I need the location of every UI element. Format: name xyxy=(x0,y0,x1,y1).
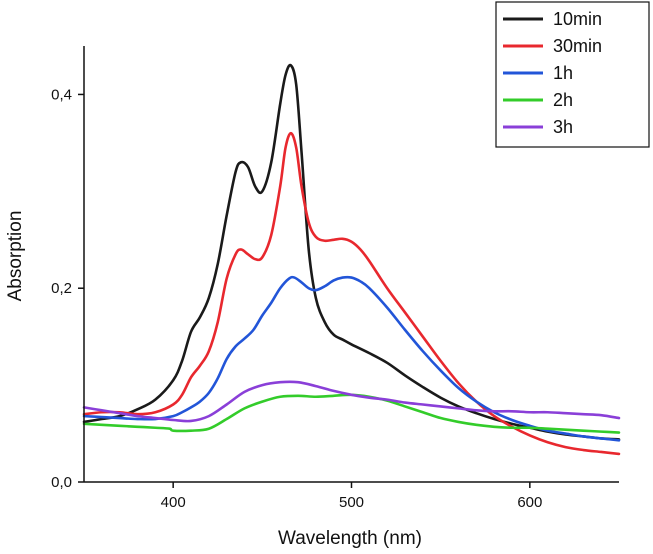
y-tick-label: 0,2 xyxy=(51,280,72,297)
legend: 10min 30min 1h 2h 3h xyxy=(495,1,650,148)
series-line-3h xyxy=(82,380,621,423)
x-tick-label: 600 xyxy=(517,494,542,511)
y-tick-label: 0,4 xyxy=(51,86,72,103)
legend-label-30min: 30min xyxy=(553,36,602,56)
y-tick-label: 0,0 xyxy=(51,474,72,491)
x-tick-label: 400 xyxy=(161,494,186,511)
y-axis-title: Absorption xyxy=(5,211,26,302)
ticks-layer: 400 500 600 0,0 0,2 0,4 xyxy=(51,86,542,511)
x-axis-title: Wavelength (nm) xyxy=(278,528,422,549)
series-line-10min xyxy=(82,63,621,441)
series-layer xyxy=(82,63,621,456)
series-line-2h xyxy=(82,393,621,434)
legend-label-2h: 2h xyxy=(553,90,573,110)
x-tick-label: 500 xyxy=(339,494,364,511)
legend-label-1h: 1h xyxy=(553,63,573,83)
legend-label-10min: 10min xyxy=(553,9,602,29)
legend-label-3h: 3h xyxy=(553,117,573,137)
